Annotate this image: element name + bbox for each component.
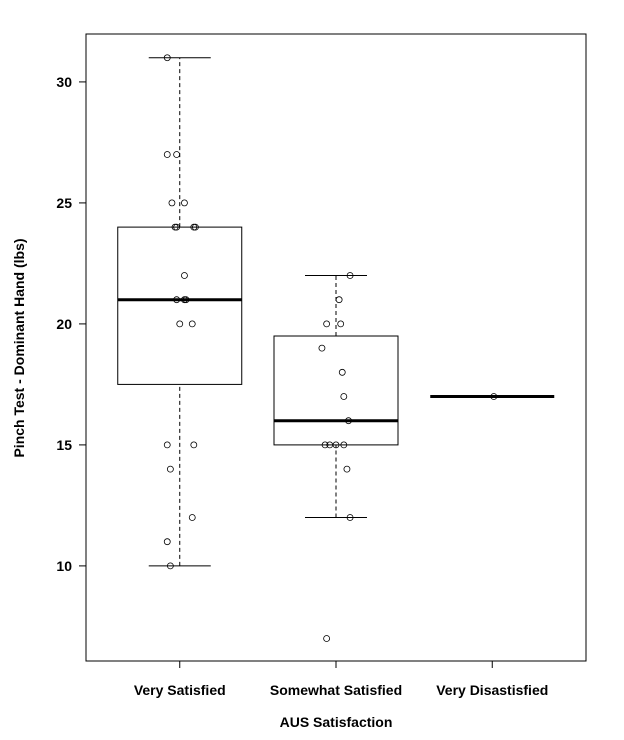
x-axis-label: AUS Satisfaction <box>280 714 393 730</box>
plot-frame <box>85 33 587 662</box>
data-point <box>163 538 171 546</box>
y-tick-label: 10 <box>56 558 72 574</box>
data-point <box>166 465 174 473</box>
data-point <box>173 151 181 158</box>
data-point <box>337 320 345 328</box>
data-point <box>191 223 199 231</box>
data-point <box>345 417 352 425</box>
data-point <box>176 320 184 328</box>
data-point <box>335 296 343 304</box>
data-point <box>182 296 190 304</box>
data-point <box>346 514 354 521</box>
x-tick-label: Somewhat Satisfied <box>270 682 402 698</box>
data-point <box>181 199 188 207</box>
data-point <box>490 393 498 400</box>
data-point <box>163 441 171 449</box>
data-point <box>173 223 181 231</box>
box <box>273 335 399 446</box>
data-point <box>190 441 198 449</box>
data-point <box>338 368 346 376</box>
data-point <box>166 562 174 570</box>
data-point <box>163 54 171 62</box>
data-point <box>332 441 340 449</box>
data-point <box>323 635 331 642</box>
box <box>117 226 243 385</box>
data-point <box>321 441 329 449</box>
y-axis-label: Pinch Test - Dominant Hand (lbs) <box>11 238 27 457</box>
x-tick-label: Very Disastisfied <box>436 682 548 698</box>
y-tick-label: 25 <box>56 195 72 211</box>
y-tick-label: 30 <box>56 74 72 90</box>
data-point <box>343 465 351 473</box>
data-point <box>346 272 354 279</box>
data-point <box>323 320 331 328</box>
data-point <box>168 199 176 207</box>
data-point <box>340 441 348 449</box>
data-point <box>173 296 181 304</box>
data-point <box>163 151 171 158</box>
data-point <box>188 320 196 328</box>
data-point <box>181 272 188 279</box>
y-tick-label: 20 <box>56 316 72 332</box>
y-tick-label: 15 <box>56 437 72 453</box>
x-tick-label: Very Satisfied <box>134 682 226 698</box>
data-point <box>340 393 348 400</box>
data-point <box>318 344 326 352</box>
data-point <box>188 514 196 521</box>
